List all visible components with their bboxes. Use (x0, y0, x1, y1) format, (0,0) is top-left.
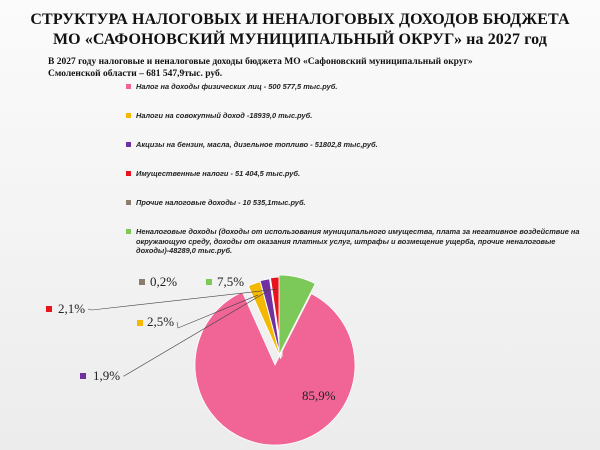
legend-swatch (126, 229, 131, 234)
pie-slice (278, 274, 316, 356)
data-label: 1,9% (93, 368, 120, 383)
data-label: 0,2% (150, 274, 177, 289)
legend-item: Налог на доходы физических лиц - 500 577… (126, 82, 586, 92)
data-label-marker (137, 320, 143, 326)
legend-item: Неналоговые доходы (доходы от использова… (126, 227, 586, 256)
data-label-marker (80, 373, 86, 379)
data-label-marker (139, 279, 145, 285)
data-label: 7,5% (217, 274, 244, 289)
legend-swatch (126, 84, 131, 89)
title-line-1: СТРУКТУРА НАЛОГОВЫХ И НЕНАЛОГОВЫХ ДОХОДО… (30, 11, 570, 28)
legend-label: Налог на доходы физических лиц - 500 577… (136, 82, 338, 91)
legend-item: Акцизы на бензин, масла, дизельное топли… (126, 140, 586, 150)
legend-swatch (126, 113, 131, 118)
legend-item: Имущественные налоги - 51 404,5 тыс.руб. (126, 169, 586, 179)
legend-label: Акцизы на бензин, масла, дизельное топли… (136, 140, 378, 149)
subtitle: В 2027 году налоговые и неналоговые дохо… (48, 56, 548, 80)
data-label-marker (290, 395, 296, 401)
legend-swatch (126, 142, 131, 147)
leader-line (176, 294, 259, 329)
leader-line (123, 291, 268, 377)
subtitle-line-1: В 2027 году налоговые и неналоговые дохо… (48, 57, 473, 67)
data-label-marker (46, 306, 52, 312)
subtitle-line-2: Смоленской области – 681 547,9тыс. руб. (48, 69, 223, 79)
page-title: СТРУКТУРА НАЛОГОВЫХ И НЕНАЛОГОВЫХ ДОХОДО… (0, 10, 600, 50)
leader-line (87, 288, 277, 311)
data-label: 2,5% (147, 314, 174, 329)
legend-label: Неналоговые доходы (доходы от использова… (136, 227, 580, 255)
data-label-marker (206, 279, 212, 285)
legend-label: Налоги на совокупный доход -18939,0 тыс.… (136, 111, 313, 120)
title-line-2: МО «САФОНОВСКИЙ МУНИЦИПАЛЬНЫЙ ОКРУГ» на … (52, 31, 548, 48)
data-label: 85,9% (302, 388, 336, 403)
legend-item: Налоги на совокупный доход -18939,0 тыс.… (126, 111, 586, 121)
data-label: 2,1% (58, 301, 85, 316)
legend-swatch (126, 200, 131, 205)
legend-label: Имущественные налоги - 51 404,5 тыс.руб. (136, 169, 301, 178)
pie-slice (194, 291, 356, 446)
legend-label: Прочие налоговые доходы - 10 535,1тыс.ру… (136, 198, 306, 207)
legend-swatch (126, 171, 131, 176)
pie-slice (259, 278, 282, 359)
legend-item: Прочие налоговые доходы - 10 535,1тыс.ру… (126, 198, 586, 208)
